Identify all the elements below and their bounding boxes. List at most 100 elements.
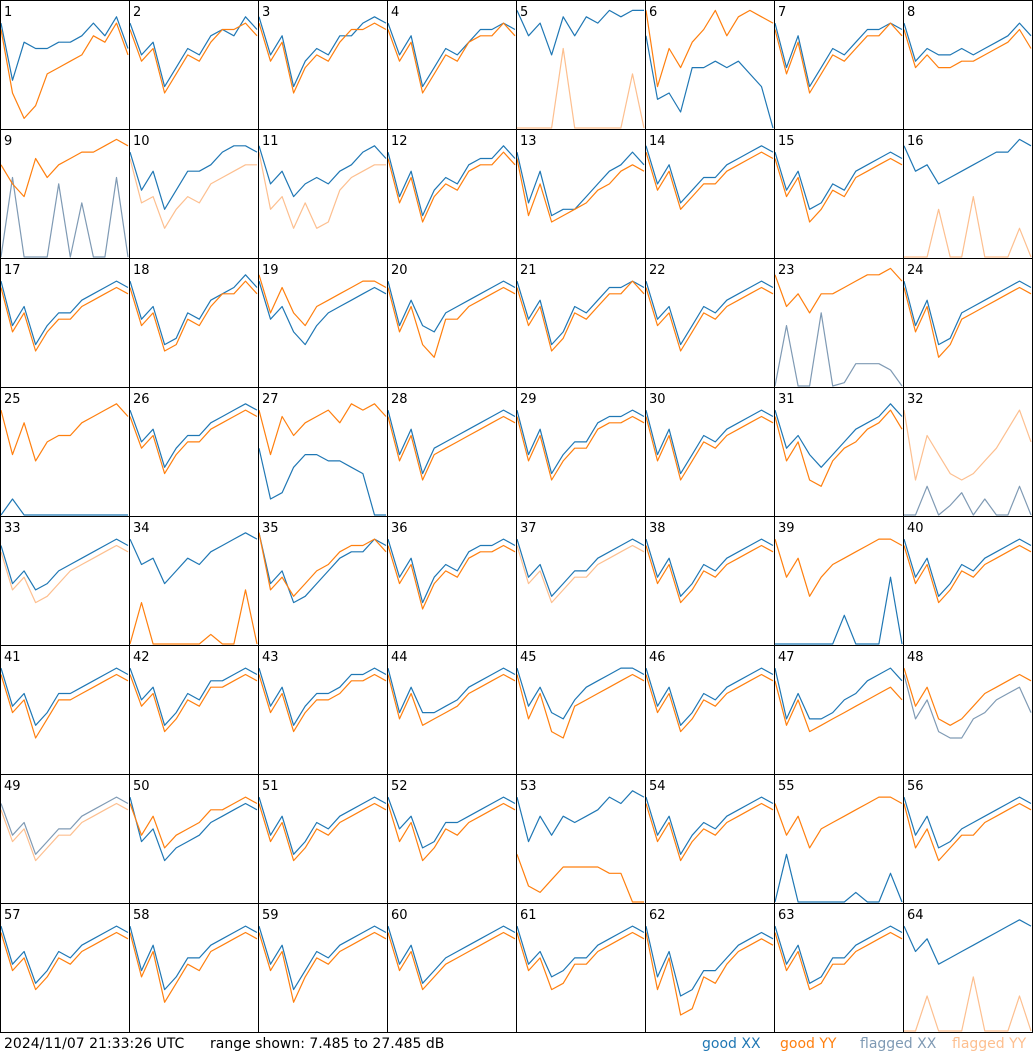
spectrum-line <box>646 35 774 129</box>
spectrum-line <box>1 280 129 346</box>
panel-number: 19 <box>262 263 279 278</box>
panel: 59 <box>258 903 388 1033</box>
panel-number: 45 <box>520 650 537 665</box>
spectrum-line <box>646 932 774 1016</box>
spectrum-line <box>517 790 645 843</box>
spectrum-line <box>259 403 387 456</box>
spectrum-line <box>388 409 516 475</box>
panel-number: 35 <box>262 521 279 536</box>
panel-number: 50 <box>133 779 150 794</box>
spectrum-line <box>517 925 645 978</box>
spectrum-line <box>646 796 774 855</box>
spectrum-line <box>388 415 516 481</box>
panel-number: 43 <box>262 650 279 665</box>
panel-number: 15 <box>778 134 795 149</box>
spectrum-line <box>517 415 645 481</box>
panel-number: 7 <box>778 5 786 20</box>
panel-number: 58 <box>133 908 150 923</box>
panel-number: 13 <box>520 134 537 149</box>
panel-number: 57 <box>4 908 21 923</box>
spectrum-line <box>1 403 129 462</box>
spectrum-line <box>646 544 774 604</box>
spectrum-line <box>904 286 1032 358</box>
panel: 29 <box>516 387 646 517</box>
spectrum-line <box>775 538 903 597</box>
panel: 64 <box>903 903 1033 1033</box>
panel-number: 62 <box>649 908 666 923</box>
spectrum-line <box>388 667 516 714</box>
spectrum-line <box>904 409 1032 481</box>
spectrum-line <box>517 9 644 56</box>
panel: 17 <box>0 258 130 388</box>
panel-number: 18 <box>133 263 150 278</box>
spectrum-line <box>1 544 129 604</box>
spectrum-line <box>646 151 774 210</box>
spectrum-line <box>517 931 645 991</box>
legend-entry: flagged YY <box>952 1036 1027 1052</box>
panel-number: 11 <box>262 134 279 149</box>
spectrum-line <box>775 680 903 733</box>
panel-number: 25 <box>4 392 21 407</box>
spectrum-line <box>517 280 645 352</box>
spectrum-line <box>775 853 903 903</box>
spectrum-line <box>517 47 645 129</box>
spectrum-line <box>388 286 516 358</box>
panel-number: 56 <box>907 779 924 794</box>
spectrum-line <box>646 145 774 204</box>
spectrum-line <box>646 538 774 597</box>
spectrum-line <box>646 415 774 481</box>
spectrum-line <box>775 22 903 88</box>
panel-number: 27 <box>262 392 279 407</box>
spectrum-line <box>130 532 258 585</box>
spectrum-line <box>1 796 129 855</box>
panel-number: 16 <box>907 134 924 149</box>
spectrum-line <box>517 673 645 739</box>
spectrum-line <box>775 667 903 720</box>
spectrum-line <box>130 158 257 229</box>
spectrum-line <box>775 157 903 223</box>
spectrum-line <box>259 22 387 94</box>
spectrum-line <box>130 589 258 645</box>
spectrum-line <box>646 802 774 862</box>
spectrum-line <box>259 16 387 88</box>
spectrum-line <box>1 802 129 862</box>
spectrum-line <box>388 22 516 94</box>
panel-number: 22 <box>649 263 666 278</box>
panel: 40 <box>903 516 1033 646</box>
spectrum-line <box>517 538 645 597</box>
spectrum-line <box>517 280 645 346</box>
spectrum-line <box>904 138 1032 185</box>
spectrum-line <box>259 532 387 597</box>
spectrum-line <box>388 544 516 610</box>
range-label: range shown: 7.485 to 27.485 dB <box>210 1036 444 1052</box>
panel-number: 3 <box>262 5 270 20</box>
panel-number: 9 <box>4 134 12 149</box>
panel-number: 21 <box>520 263 537 278</box>
spectrum-line <box>259 931 387 1003</box>
spectrum-line <box>775 576 903 645</box>
panel-number: 63 <box>778 908 795 923</box>
spectrum-line <box>259 796 387 855</box>
panel-number: 17 <box>4 263 21 278</box>
spectrum-line <box>259 802 387 862</box>
spectrum-line <box>1 176 129 258</box>
spectrum-line <box>388 280 516 333</box>
panel-number: 48 <box>907 650 924 665</box>
panel-number: 60 <box>391 908 408 923</box>
spectrum-line <box>775 409 903 487</box>
spectrum-line <box>388 925 516 984</box>
panel-number: 6 <box>649 5 657 20</box>
panel-number: 23 <box>778 263 795 278</box>
spectrum-line <box>646 9 774 88</box>
spectrum-line <box>646 667 774 726</box>
spectrum-line <box>1 673 129 739</box>
spectrum-line <box>259 280 387 346</box>
panel-number: 61 <box>520 908 537 923</box>
panel-number: 64 <box>907 908 924 923</box>
spectrum-line <box>904 544 1032 604</box>
panel-number: 42 <box>133 650 150 665</box>
spectrum-line <box>775 796 903 849</box>
spectrum-line <box>646 280 774 346</box>
panel-number: 1 <box>4 5 12 20</box>
spectrum-line <box>646 409 774 475</box>
